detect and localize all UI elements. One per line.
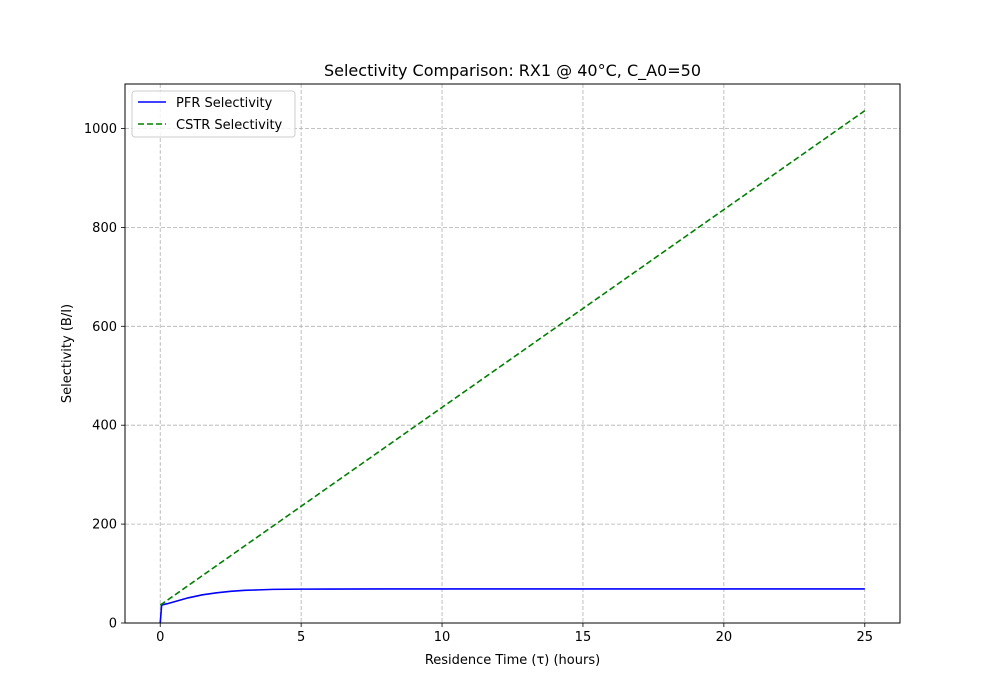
x-tick-label: 10: [434, 630, 451, 645]
x-axis-label: Residence Time (τ) (hours): [425, 653, 600, 668]
legend-label-pfr: PFR Selectivity: [176, 96, 273, 111]
x-tick-label: 25: [856, 630, 873, 645]
legend-box: [131, 90, 296, 138]
y-tick-label: 800: [92, 221, 117, 236]
plot-frame: [124, 83, 901, 624]
series-layer: [159, 110, 866, 624]
y-axis: 0 200 400 600 800 1000: [84, 122, 125, 632]
x-tick-label: 0: [156, 630, 164, 645]
y-tick-label: 0: [109, 617, 117, 632]
series-line-cstr: [159, 110, 866, 606]
x-axis: 0 5 10 15 20 25: [156, 623, 873, 645]
x-tick-label: 20: [716, 630, 733, 645]
y-axis-label: Selectivity (B/I): [60, 304, 75, 403]
y-tick-label: 400: [92, 419, 117, 434]
x-tick-label: 5: [297, 630, 305, 645]
series-line-pfr: [159, 588, 865, 624]
legend-label-cstr: CSTR Selectivity: [176, 118, 283, 133]
y-tick-label: 600: [92, 320, 117, 335]
y-tick-label: 1000: [84, 122, 117, 137]
grid: [125, 84, 900, 624]
legend: PFR Selectivity CSTR Selectivity: [131, 90, 296, 138]
x-tick-label: 15: [575, 630, 592, 645]
y-tick-label: 200: [92, 518, 117, 533]
chart-title: Selectivity Comparison: RX1 @ 40°C, C_A0…: [324, 61, 701, 81]
